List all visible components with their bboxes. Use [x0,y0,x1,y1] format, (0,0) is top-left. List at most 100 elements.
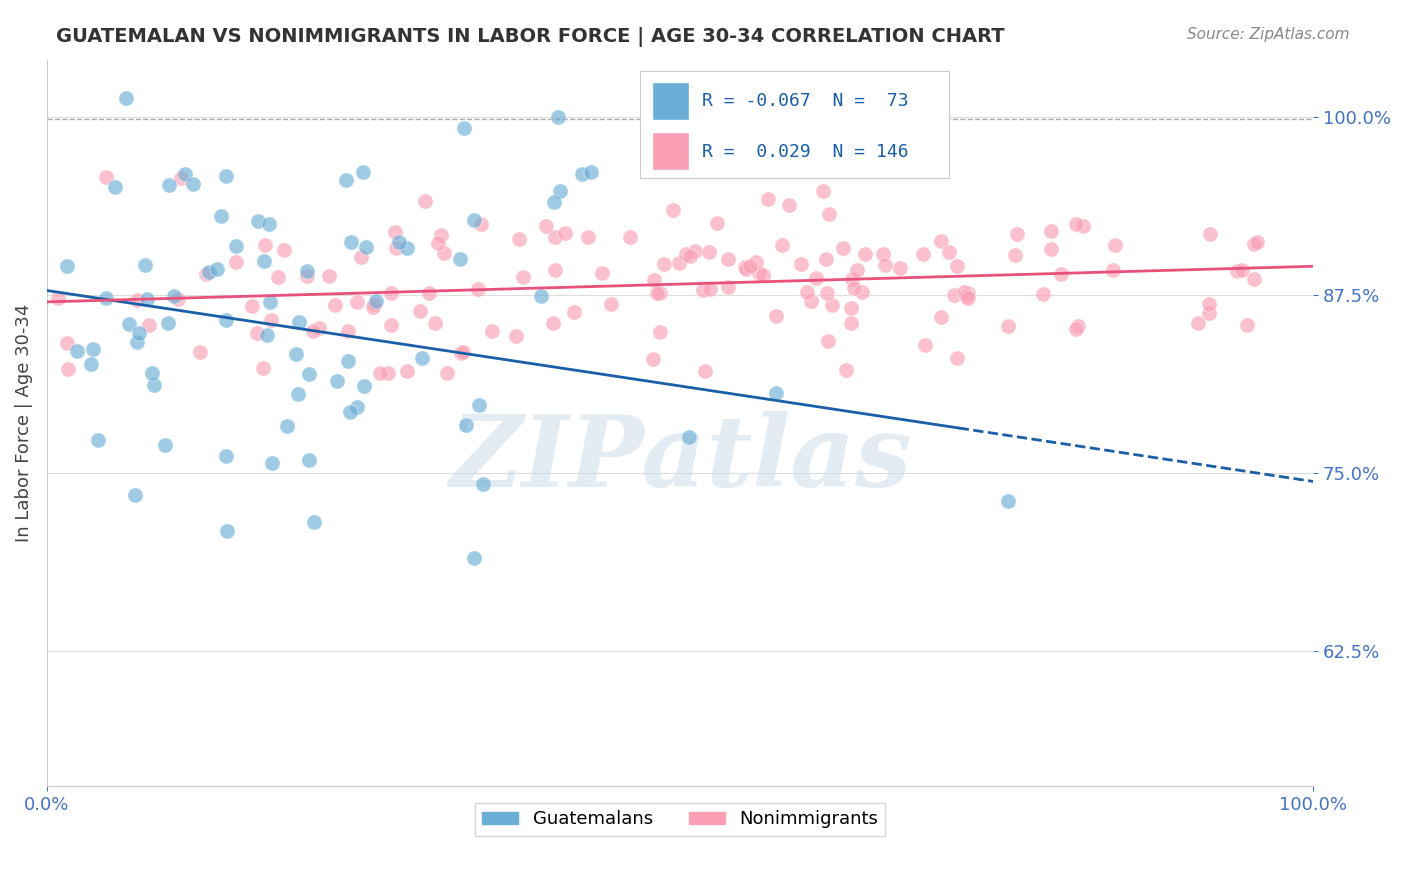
Point [693,363,716,377]
Point [297,268,319,283]
Point [831,241,853,255]
Point [678,430,700,444]
Point [675,246,697,260]
FancyBboxPatch shape [652,132,689,169]
Point [326,374,349,388]
Point [215,524,238,538]
Point [765,309,787,323]
Text: Source: ZipAtlas.com: Source: ZipAtlas.com [1187,27,1350,42]
Point [273,244,295,258]
Point [1004,248,1026,262]
Point [851,285,873,299]
Point [157,178,180,192]
Point [257,218,280,232]
Point [952,285,974,299]
Point [1032,287,1054,301]
Point [800,293,823,308]
Point [188,345,211,359]
Point [591,266,613,280]
Point [1243,237,1265,252]
Point [481,324,503,338]
Point [426,236,449,251]
Point [82,343,104,357]
Point [323,298,346,312]
Point [790,256,813,270]
Point [1246,235,1268,249]
Point [301,324,323,338]
Point [395,241,418,255]
Point [246,213,269,227]
Point [716,252,738,266]
Point [56,259,79,273]
Point [817,334,839,348]
Point [544,230,567,244]
Point [931,310,953,324]
Point [778,197,800,211]
Point [166,293,188,307]
Point [717,280,740,294]
Point [380,318,402,332]
Point [225,238,247,252]
Point [225,255,247,269]
Point [1199,227,1222,241]
Point [541,316,564,330]
Point [451,344,474,359]
Point [599,297,621,311]
Point [512,269,534,284]
Point [815,286,838,301]
Point [339,405,361,419]
Point [683,244,706,259]
Point [818,207,841,221]
Point [738,259,761,273]
Point [352,165,374,179]
Point [385,241,408,255]
Point [411,351,433,366]
Point [1039,242,1062,256]
Point [104,179,127,194]
Point [734,261,756,276]
Point [745,254,768,268]
Point [844,281,866,295]
Point [692,283,714,297]
Point [128,326,150,341]
Point [571,167,593,181]
Point [765,385,787,400]
Point [946,351,969,365]
Point [215,312,238,326]
Point [377,366,399,380]
Point [308,320,330,334]
Point [1102,263,1125,277]
Point [298,453,321,467]
Point [467,281,489,295]
Point [253,254,276,268]
Point [1232,262,1254,277]
Point [796,285,818,299]
Point [751,268,773,283]
Point [46,291,69,305]
Point [839,316,862,330]
Point [205,262,228,277]
Point [463,212,485,227]
Point [911,247,934,261]
Point [285,346,308,360]
Point [169,171,191,186]
Point [335,173,357,187]
Point [409,304,432,318]
Point [756,192,779,206]
Point [1104,238,1126,252]
Point [354,240,377,254]
Point [853,246,876,260]
Point [157,316,180,330]
Point [56,335,79,350]
Point [287,387,309,401]
Text: R = -0.067  N =  73: R = -0.067 N = 73 [702,93,908,111]
Point [619,230,641,244]
Point [174,168,197,182]
Point [641,352,664,367]
Point [668,256,690,270]
Text: ZIPatlas: ZIPatlas [449,411,911,508]
FancyBboxPatch shape [652,82,689,120]
Point [1067,318,1090,333]
Point [80,358,103,372]
Point [96,169,118,184]
